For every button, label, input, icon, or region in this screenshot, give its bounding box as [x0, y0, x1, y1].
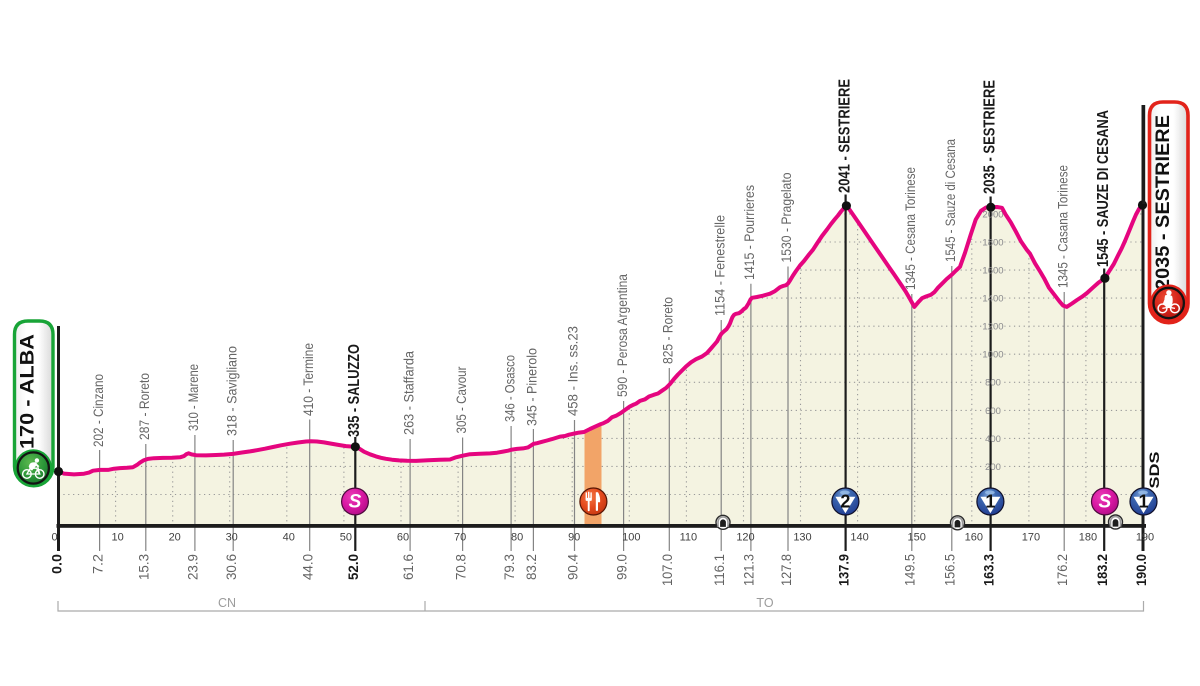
svg-text:156.5: 156.5 — [942, 554, 958, 586]
svg-text:52.0: 52.0 — [345, 554, 361, 580]
svg-text:287 - Roreto: 287 - Roreto — [136, 373, 152, 440]
svg-text:2035 - SESTRIERE: 2035 - SESTRIERE — [981, 80, 998, 194]
svg-text:1545 - Sauze di Cesana: 1545 - Sauze di Cesana — [942, 139, 958, 262]
svg-text:318 - Savigliano: 318 - Savigliano — [223, 346, 239, 436]
svg-text:310 - Marene: 310 - Marene — [185, 364, 201, 431]
svg-text:2035 - SESTRIERE: 2035 - SESTRIERE — [1153, 115, 1174, 290]
svg-text:410 - Termine: 410 - Termine — [300, 343, 316, 416]
svg-text:163.3: 163.3 — [980, 554, 996, 586]
svg-text:127.8: 127.8 — [778, 554, 794, 586]
svg-text:30.6: 30.6 — [223, 554, 239, 580]
svg-text:40: 40 — [283, 532, 295, 544]
svg-text:1345 - Casana Torinese: 1345 - Casana Torinese — [1054, 165, 1070, 288]
svg-text:70.8: 70.8 — [452, 554, 468, 580]
svg-text:1: 1 — [985, 491, 995, 511]
svg-text:1345 - Cesana Torinese: 1345 - Cesana Torinese — [902, 167, 918, 290]
svg-text:1400: 1400 — [982, 294, 1003, 305]
svg-text:170 - ALBA: 170 - ALBA — [18, 334, 39, 449]
svg-text:50: 50 — [340, 532, 352, 544]
svg-text:170: 170 — [1022, 532, 1040, 544]
svg-text:1600: 1600 — [982, 266, 1003, 277]
svg-text:1415 - Pourrieres: 1415 - Pourrieres — [741, 185, 757, 280]
svg-text:90.4: 90.4 — [564, 554, 580, 580]
svg-text:TO: TO — [756, 596, 773, 610]
svg-text:1800: 1800 — [982, 237, 1003, 248]
svg-text:458 - Ins. ss.23: 458 - Ins. ss.23 — [565, 326, 581, 416]
svg-text:176.2: 176.2 — [1054, 554, 1070, 586]
svg-text:2000: 2000 — [982, 209, 1003, 220]
svg-text:183.2: 183.2 — [1094, 554, 1110, 586]
svg-text:10: 10 — [111, 532, 123, 544]
svg-text:149.5: 149.5 — [902, 554, 918, 586]
svg-text:1530 - Pragelato: 1530 - Pragelato — [778, 172, 794, 262]
svg-text:110: 110 — [680, 532, 698, 544]
svg-text:2: 2 — [840, 491, 850, 511]
svg-text:1400: 1400 — [982, 294, 1003, 305]
svg-text:1200: 1200 — [982, 322, 1003, 333]
svg-text:20: 20 — [169, 532, 181, 544]
svg-text:263 - Staffarda: 263 - Staffarda — [400, 351, 416, 435]
svg-text:400: 400 — [985, 434, 1001, 445]
svg-text:107.0: 107.0 — [659, 554, 675, 586]
svg-text:1545 - SAUZE DI CESANA: 1545 - SAUZE DI CESANA — [1095, 110, 1112, 267]
svg-text:99.0: 99.0 — [613, 554, 629, 580]
svg-text:70: 70 — [454, 532, 466, 544]
svg-text:1600: 1600 — [982, 266, 1003, 277]
svg-text:100: 100 — [622, 532, 640, 544]
svg-text:335 - SALUZZO: 335 - SALUZZO — [346, 344, 363, 437]
svg-text:180: 180 — [1079, 532, 1097, 544]
svg-text:345 - Pinerolo: 345 - Pinerolo — [524, 348, 540, 426]
svg-text:79.3: 79.3 — [501, 554, 517, 580]
svg-text:800: 800 — [985, 378, 1001, 389]
svg-text:23.9: 23.9 — [185, 554, 201, 580]
svg-text:44.0: 44.0 — [300, 554, 316, 580]
svg-text:7.2: 7.2 — [89, 554, 105, 574]
svg-text:1000: 1000 — [982, 350, 1003, 361]
svg-text:825 - Roreto: 825 - Roreto — [660, 297, 676, 364]
svg-text:190: 190 — [1136, 532, 1154, 544]
svg-text:80: 80 — [511, 532, 523, 544]
svg-text:600: 600 — [985, 406, 1001, 417]
svg-text:1000: 1000 — [982, 350, 1003, 361]
svg-text:200: 200 — [985, 462, 1001, 473]
svg-text:SDS: SDS — [1146, 452, 1162, 489]
svg-text:61.6: 61.6 — [400, 554, 416, 580]
svg-text:600: 600 — [985, 406, 1001, 417]
svg-text:0: 0 — [51, 532, 57, 544]
svg-text:83.2: 83.2 — [523, 554, 539, 580]
svg-text:305 - Cavour: 305 - Cavour — [453, 366, 469, 433]
svg-text:15.3: 15.3 — [136, 554, 152, 580]
svg-text:S: S — [1099, 492, 1112, 513]
svg-text:S: S — [349, 492, 362, 513]
svg-text:121.3: 121.3 — [741, 554, 757, 586]
svg-text:90: 90 — [568, 532, 580, 544]
svg-text:346 - Osasco: 346 - Osasco — [501, 355, 517, 422]
svg-text:137.9: 137.9 — [835, 554, 851, 586]
svg-text:120: 120 — [736, 532, 754, 544]
svg-text:140: 140 — [850, 532, 868, 544]
svg-text:200: 200 — [985, 462, 1001, 473]
svg-text:1154 - Fenestrelle: 1154 - Fenestrelle — [711, 215, 727, 316]
svg-text:CN: CN — [218, 596, 236, 610]
svg-text:130: 130 — [793, 532, 811, 544]
svg-text:1: 1 — [1138, 491, 1148, 511]
svg-text:400: 400 — [985, 434, 1001, 445]
svg-text:202 - Cinzano: 202 - Cinzano — [90, 374, 106, 447]
svg-text:1200: 1200 — [982, 322, 1003, 333]
svg-text:2041 - SESTRIERE: 2041 - SESTRIERE — [836, 79, 853, 193]
svg-text:160: 160 — [965, 532, 983, 544]
svg-text:1800: 1800 — [982, 237, 1003, 248]
svg-text:150: 150 — [908, 532, 926, 544]
svg-text:590 - Perosa Argentina: 590 - Perosa Argentina — [614, 274, 630, 397]
svg-text:30: 30 — [226, 532, 238, 544]
svg-text:60: 60 — [397, 532, 409, 544]
svg-text:190.0: 190.0 — [1133, 554, 1149, 586]
svg-text:116.1: 116.1 — [711, 554, 727, 586]
svg-text:2000: 2000 — [982, 209, 1003, 220]
svg-text:0.0: 0.0 — [48, 554, 64, 574]
svg-text:800: 800 — [985, 378, 1001, 389]
